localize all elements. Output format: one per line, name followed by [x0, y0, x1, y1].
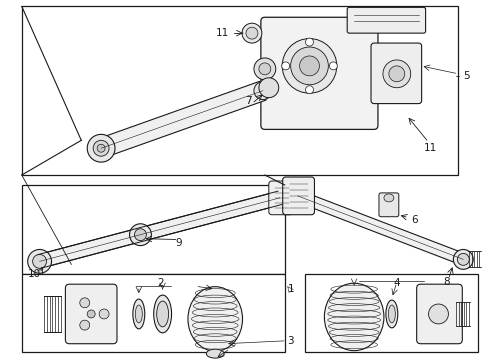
FancyBboxPatch shape [261, 17, 378, 129]
Ellipse shape [99, 309, 109, 319]
Ellipse shape [389, 66, 405, 82]
Text: 11: 11 [424, 143, 437, 153]
Ellipse shape [135, 305, 142, 323]
Polygon shape [295, 190, 466, 265]
Ellipse shape [291, 47, 328, 85]
Polygon shape [38, 191, 282, 268]
Text: 2: 2 [157, 278, 164, 288]
Ellipse shape [457, 253, 469, 265]
Ellipse shape [254, 58, 276, 80]
Ellipse shape [282, 39, 337, 93]
Bar [305, 274, 478, 352]
FancyBboxPatch shape [347, 7, 426, 33]
Ellipse shape [306, 86, 314, 94]
Ellipse shape [324, 283, 384, 351]
Text: 8: 8 [443, 277, 450, 287]
Ellipse shape [87, 134, 115, 162]
Ellipse shape [97, 144, 105, 152]
Ellipse shape [429, 304, 448, 324]
Polygon shape [98, 81, 266, 158]
Ellipse shape [134, 229, 147, 240]
Ellipse shape [389, 305, 395, 323]
Text: 3: 3 [287, 336, 294, 346]
Ellipse shape [87, 310, 95, 318]
Ellipse shape [453, 249, 473, 269]
FancyBboxPatch shape [379, 193, 399, 217]
Ellipse shape [386, 300, 398, 328]
Text: 5: 5 [463, 71, 469, 81]
Ellipse shape [93, 140, 109, 156]
Ellipse shape [271, 187, 289, 209]
Ellipse shape [329, 62, 337, 70]
Text: 10: 10 [28, 269, 41, 279]
Text: 9: 9 [175, 238, 182, 248]
Text: 4: 4 [393, 278, 400, 288]
Ellipse shape [188, 287, 243, 351]
Text: 11: 11 [216, 28, 229, 38]
Ellipse shape [80, 320, 90, 330]
Bar [22, 185, 285, 274]
Text: 7: 7 [245, 96, 251, 105]
Ellipse shape [157, 301, 169, 327]
Ellipse shape [259, 63, 271, 75]
Ellipse shape [129, 224, 151, 246]
Ellipse shape [299, 56, 319, 76]
Ellipse shape [80, 298, 90, 308]
FancyBboxPatch shape [65, 284, 117, 344]
Bar [22, 6, 458, 175]
Ellipse shape [306, 38, 314, 46]
Ellipse shape [282, 62, 290, 70]
FancyBboxPatch shape [371, 43, 421, 104]
Ellipse shape [259, 78, 279, 98]
FancyBboxPatch shape [283, 177, 315, 215]
Ellipse shape [33, 255, 47, 268]
Ellipse shape [28, 249, 51, 273]
FancyBboxPatch shape [269, 181, 293, 215]
Ellipse shape [206, 349, 224, 358]
Ellipse shape [133, 299, 145, 329]
Text: 1: 1 [287, 284, 294, 294]
Ellipse shape [242, 23, 262, 43]
Bar [22, 274, 285, 352]
Ellipse shape [246, 27, 258, 39]
Text: 6: 6 [412, 215, 418, 225]
Ellipse shape [384, 194, 394, 202]
Ellipse shape [383, 60, 411, 88]
Ellipse shape [254, 82, 272, 100]
Ellipse shape [154, 295, 172, 333]
FancyBboxPatch shape [416, 284, 462, 344]
